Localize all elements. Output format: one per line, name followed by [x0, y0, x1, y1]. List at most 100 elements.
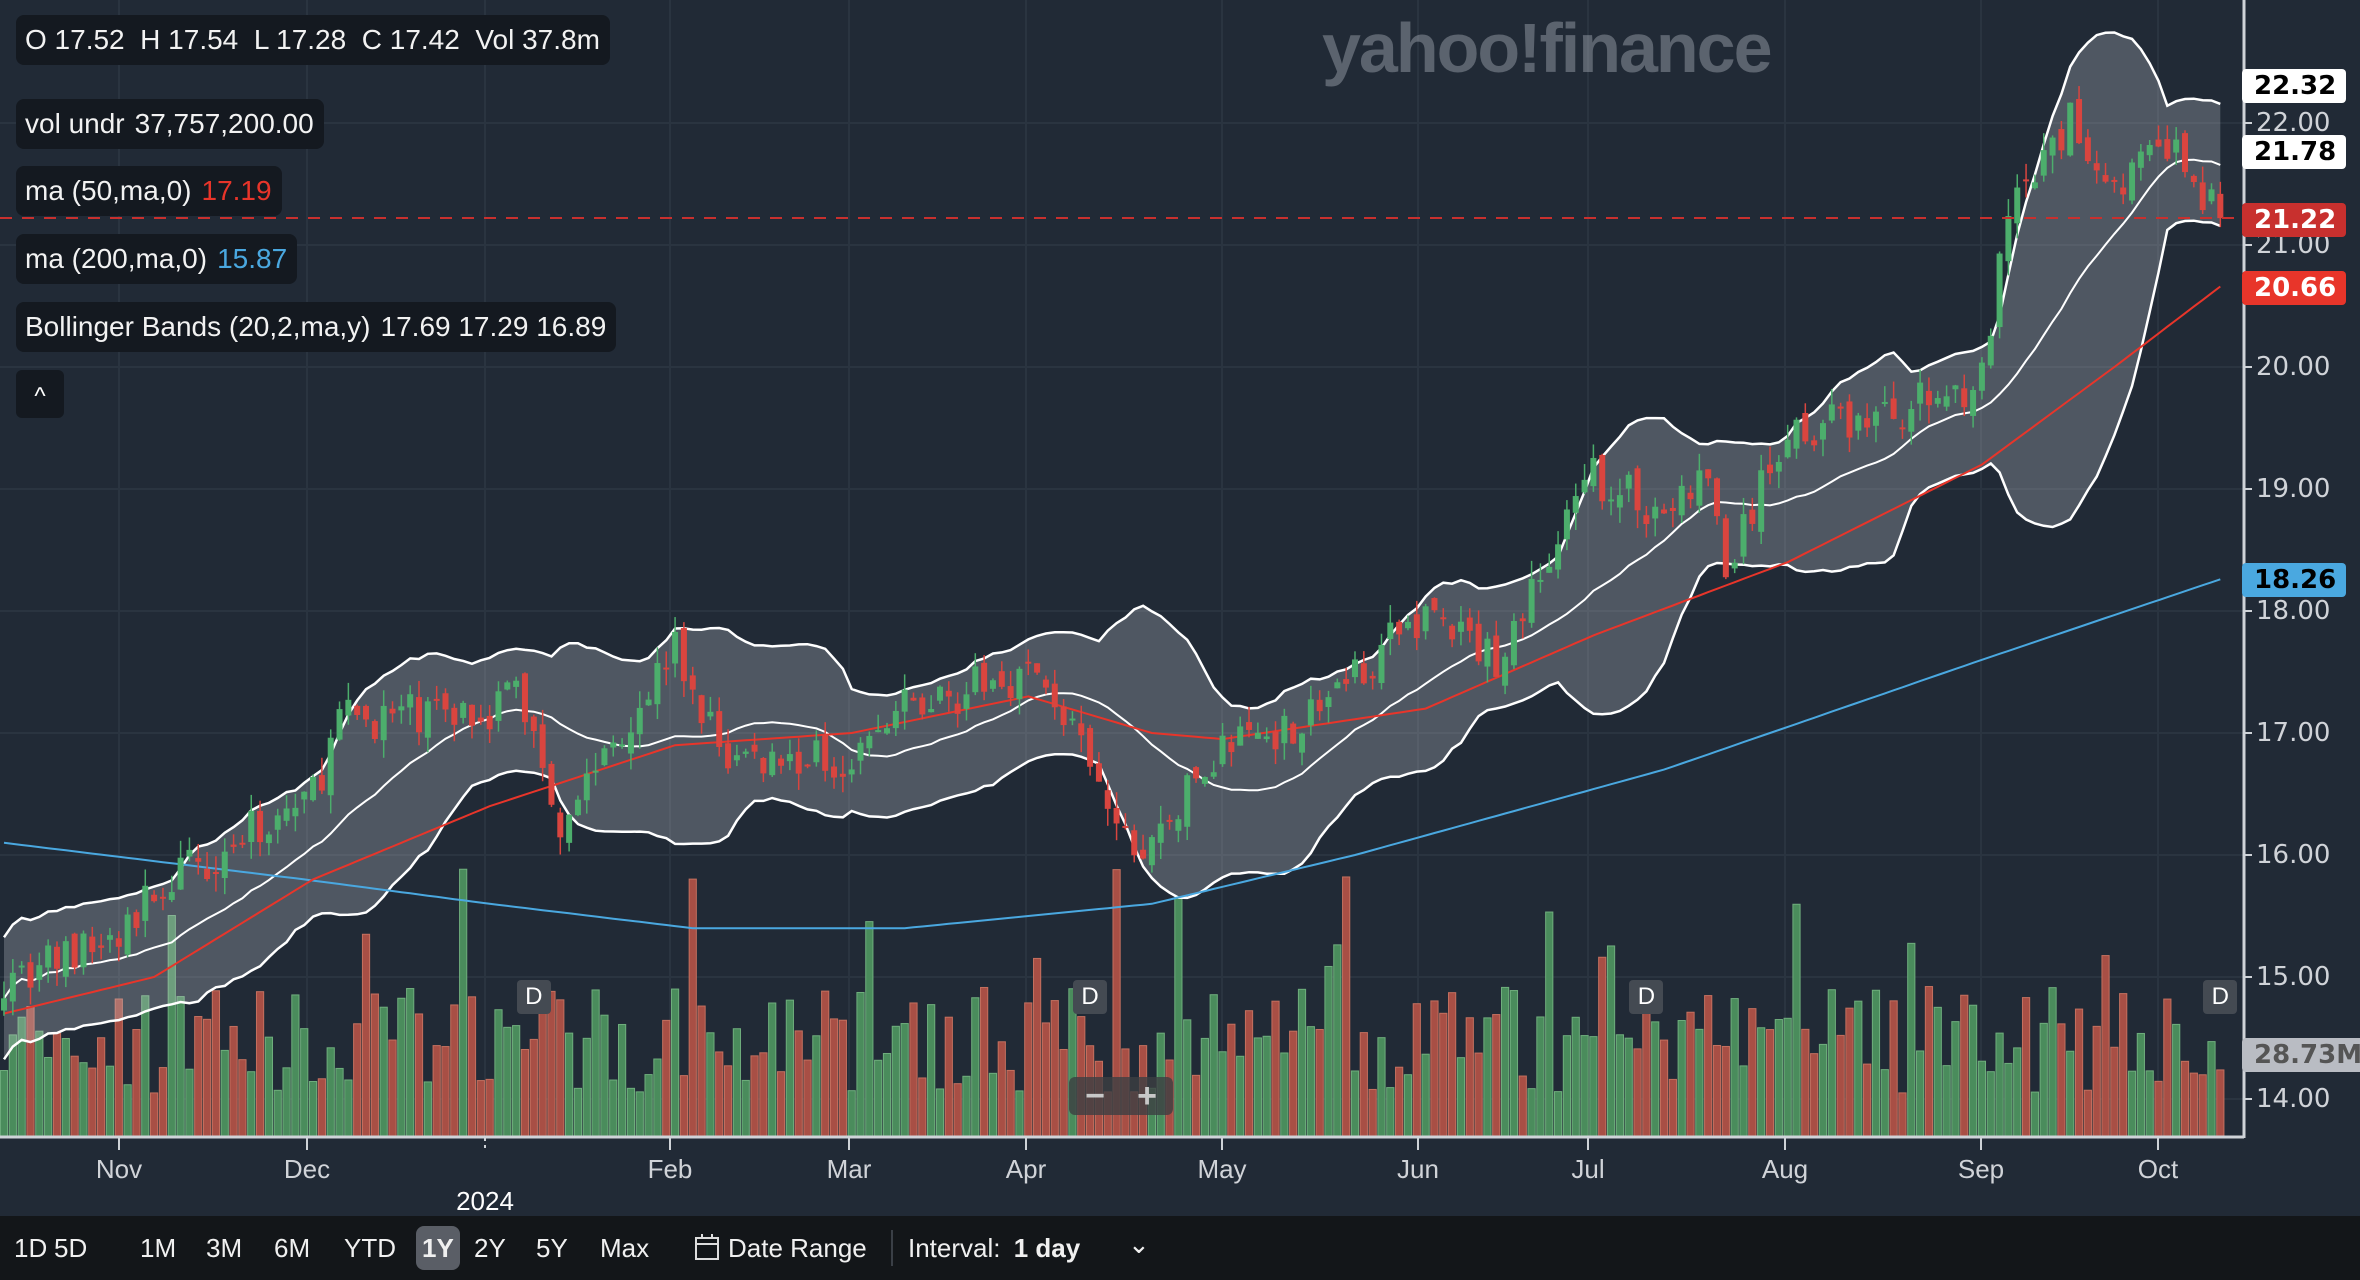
candle	[433, 698, 440, 701]
volume-bar	[750, 1055, 759, 1137]
bollinger-legend[interactable]: Bollinger Bands (20,2,ma,y) 17.69 17.29 1…	[16, 302, 617, 352]
ma50-legend[interactable]: ma (50,ma,0) 17.19	[16, 166, 282, 216]
volume-bar	[1942, 1065, 1951, 1137]
volume-bar	[573, 1087, 583, 1137]
candle	[62, 941, 69, 977]
collapse-legend-button[interactable]: ^	[16, 370, 64, 418]
candle	[1007, 686, 1014, 699]
volume-tag: 28.73M	[2242, 1038, 2360, 1072]
range-button-3m[interactable]: 3M	[206, 1233, 243, 1263]
candle	[230, 844, 237, 847]
candle	[1016, 668, 1023, 700]
candle	[1555, 544, 1562, 570]
candle	[1519, 618, 1526, 622]
volume-bar	[1863, 1063, 1872, 1137]
volume-value: 37,757,200.00	[134, 108, 314, 139]
volume-bar	[1801, 1028, 1810, 1137]
dividend-marker[interactable]: D	[2203, 980, 2238, 1014]
dividend-marker[interactable]: D	[1073, 980, 1108, 1014]
volume-bar	[944, 1016, 953, 1137]
interval-select[interactable]: Interval: 1 day ⌄	[902, 1226, 1174, 1270]
dividend-marker[interactable]: D	[1629, 980, 1664, 1014]
volume-bar	[2004, 1062, 2013, 1137]
volume-bar	[61, 1038, 70, 1137]
price-chart[interactable]	[0, 0, 2360, 1216]
zoom-in-button[interactable]: +	[1137, 1077, 1157, 1115]
volume-bar	[900, 1023, 909, 1137]
candle	[2173, 139, 2180, 153]
candle	[1996, 253, 2003, 328]
volume-bar	[1306, 1026, 1315, 1137]
candle	[1590, 457, 1597, 487]
last-price-tag: 21.22	[2242, 203, 2347, 237]
volume-bar	[874, 1059, 883, 1137]
zoom-out-button[interactable]: −	[1085, 1077, 1105, 1115]
volume-bar	[715, 1051, 724, 1137]
candle	[416, 697, 423, 733]
candle	[742, 751, 749, 754]
candle	[2146, 144, 2153, 156]
volume-bar	[220, 1049, 229, 1137]
ma200-legend[interactable]: ma (200,ma,0) 15.87	[16, 234, 298, 284]
range-button-1y[interactable]: 1Y	[416, 1226, 460, 1270]
range-button-6m[interactable]: 6M	[274, 1233, 311, 1263]
range-button-1m[interactable]: 1M	[140, 1233, 177, 1263]
volume-bar	[882, 1052, 892, 1137]
volume-legend[interactable]: vol undr 37,757,200.00	[16, 99, 324, 149]
volume-bar	[1598, 956, 1607, 1137]
range-button-2y[interactable]: 2Y	[474, 1233, 506, 1263]
candle	[424, 701, 431, 738]
volume-bar	[370, 993, 379, 1137]
candle	[1581, 479, 1588, 493]
volume-bar	[1271, 1000, 1280, 1137]
candle	[1466, 617, 1473, 631]
candle	[1917, 382, 1924, 404]
volume-bar	[1448, 992, 1457, 1137]
volume-bar	[891, 1025, 900, 1137]
volume-bar	[88, 1067, 97, 1137]
candle	[221, 851, 228, 879]
candle	[177, 857, 184, 890]
volume-bar	[1986, 1071, 1995, 1137]
volume-bar	[2189, 1072, 2198, 1137]
candle	[1369, 675, 1376, 679]
range-button-5y[interactable]: 5Y	[536, 1233, 568, 1263]
volume-bar	[1924, 986, 1934, 1137]
ma50-tag: 20.66	[2242, 271, 2347, 305]
candle	[1157, 823, 1164, 843]
volume-bar	[1492, 1014, 1501, 1137]
volume-bar	[520, 1048, 530, 1137]
volume-bar	[1898, 1092, 1907, 1137]
candle	[1184, 775, 1191, 827]
candle	[1510, 620, 1517, 666]
volume-bar	[1545, 911, 1554, 1137]
candle	[672, 631, 679, 664]
candle	[1396, 621, 1403, 635]
volume-bar	[2172, 1023, 2181, 1137]
x-axis-label: Apr	[1005, 1154, 1047, 1184]
candle	[1060, 706, 1067, 726]
volume-bar	[838, 1019, 847, 1137]
volume-bar	[1977, 1060, 1987, 1137]
candle	[601, 748, 608, 766]
candle	[1661, 509, 1668, 514]
candle	[504, 682, 511, 690]
range-button-max[interactable]: Max	[600, 1233, 650, 1263]
candle	[1925, 390, 1932, 406]
dividend-marker[interactable]: D	[516, 980, 551, 1014]
candle	[1952, 385, 1959, 390]
date-range-button[interactable]: Date Range	[688, 1226, 873, 1270]
range-button-1d[interactable]: 1D	[14, 1233, 48, 1263]
volume-bar	[1686, 1011, 1695, 1137]
volume-bar	[662, 1019, 671, 1137]
candle	[1872, 411, 1879, 426]
range-button-5d[interactable]: 5D	[54, 1233, 88, 1263]
bollinger-lower-line	[2, 219, 2221, 1061]
candle	[698, 695, 705, 724]
volume-bar	[1456, 1057, 1466, 1137]
volume-bar	[1704, 995, 1713, 1137]
range-button-ytd[interactable]: YTD	[344, 1233, 396, 1263]
candle	[204, 868, 211, 880]
calendar-icon	[695, 1234, 719, 1260]
volume-bar	[229, 1025, 238, 1137]
